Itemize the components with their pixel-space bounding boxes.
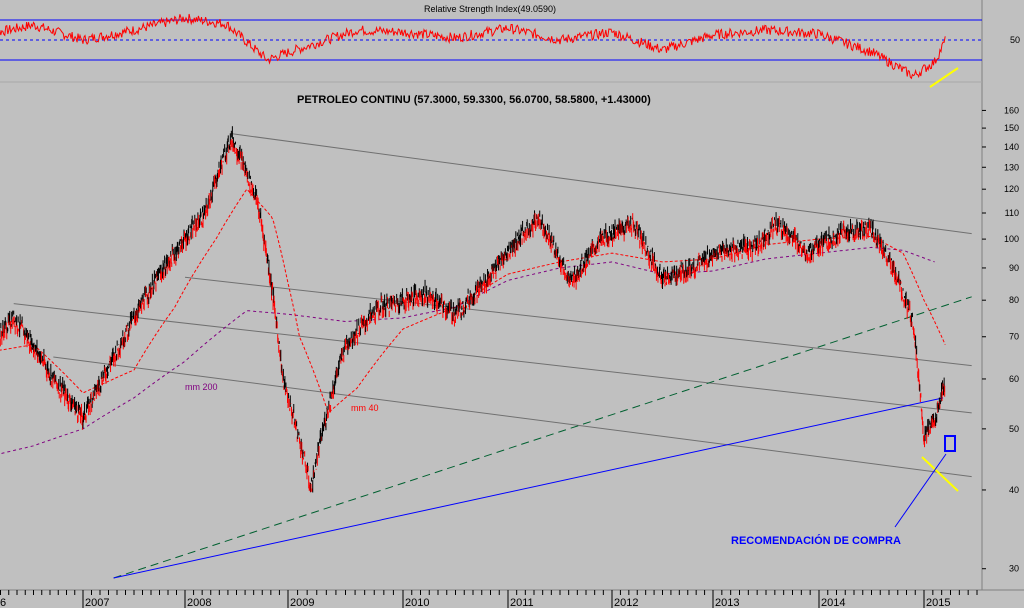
y-tick-label: 50 [1009, 424, 1019, 434]
y-tick-label: 40 [1009, 485, 1019, 495]
buy-pointer-line [894, 453, 947, 528]
buy-recommendation-label: RECOMENDACIÓN DE COMPRA [731, 534, 901, 547]
price-panel: 30 40 50 60 70 80 90 100 110 120 130 140 150 160 2007… [0, 94, 1019, 608]
x-tick-label: 6 [0, 597, 6, 608]
x-tick-label: 2010 [405, 597, 429, 608]
price-y-axis: 30 40 50 60 70 80 90 100 110 120 130 140 150 160 [982, 105, 1019, 574]
y-tick-label: 90 [1009, 263, 1019, 273]
resistance-line-upper [231, 133, 972, 235]
rsi-panel: Relative Strength Index(49.0590) 50 [0, 4, 1020, 88]
y-tick-label: 140 [1004, 142, 1019, 152]
x-axis: 2007 2008 2009 2010 2011 2012 2013 2014 2015 6 [0, 590, 978, 608]
mm200-line [0, 246, 935, 455]
y-tick-label: 30 [1009, 564, 1019, 574]
y-tick-label: 60 [1009, 374, 1019, 384]
buy-yellow-line [921, 456, 959, 492]
x-tick-label: 2011 [510, 597, 534, 608]
x-tick-label: 2009 [290, 597, 314, 608]
support-line-blue [113, 397, 944, 579]
channel-line-mid [184, 276, 972, 367]
support-dashed-green [113, 296, 972, 579]
x-tick-label: 2008 [187, 597, 211, 608]
y-tick-label: 80 [1009, 295, 1019, 305]
trendlines [13, 133, 972, 579]
y-tick-label: 70 [1009, 332, 1019, 342]
x-tick-label: 2007 [85, 597, 109, 608]
y-tick-label: 160 [1004, 105, 1019, 115]
y-tick-label: 120 [1004, 184, 1019, 194]
channel-line-bottom [53, 356, 972, 478]
channel-line-low [13, 303, 972, 414]
y-tick-label: 130 [1004, 162, 1019, 172]
x-tick-label: 2015 [926, 597, 950, 608]
mm200-label: mm 200 [185, 382, 218, 392]
price-bars [0, 126, 946, 493]
x-tick-label: 2013 [715, 597, 739, 608]
x-tick-label: 2012 [614, 597, 638, 608]
rsi-line [0, 13, 946, 80]
price-title: PETROLEO CONTINU (57.3000, 59.3300, 56.0… [297, 94, 651, 106]
rsi-tick-label: 50 [1010, 35, 1020, 45]
x-tick-label: 2014 [821, 597, 845, 608]
y-tick-label: 110 [1005, 208, 1019, 218]
mm40-label: mm 40 [351, 403, 379, 413]
rsi-yellow-trend [929, 67, 959, 88]
y-tick-label: 100 [1004, 234, 1019, 244]
rsi-title: Relative Strength Index(49.0590) [424, 4, 556, 14]
buy-signal-box [944, 435, 956, 452]
y-tick-label: 150 [1004, 123, 1019, 133]
